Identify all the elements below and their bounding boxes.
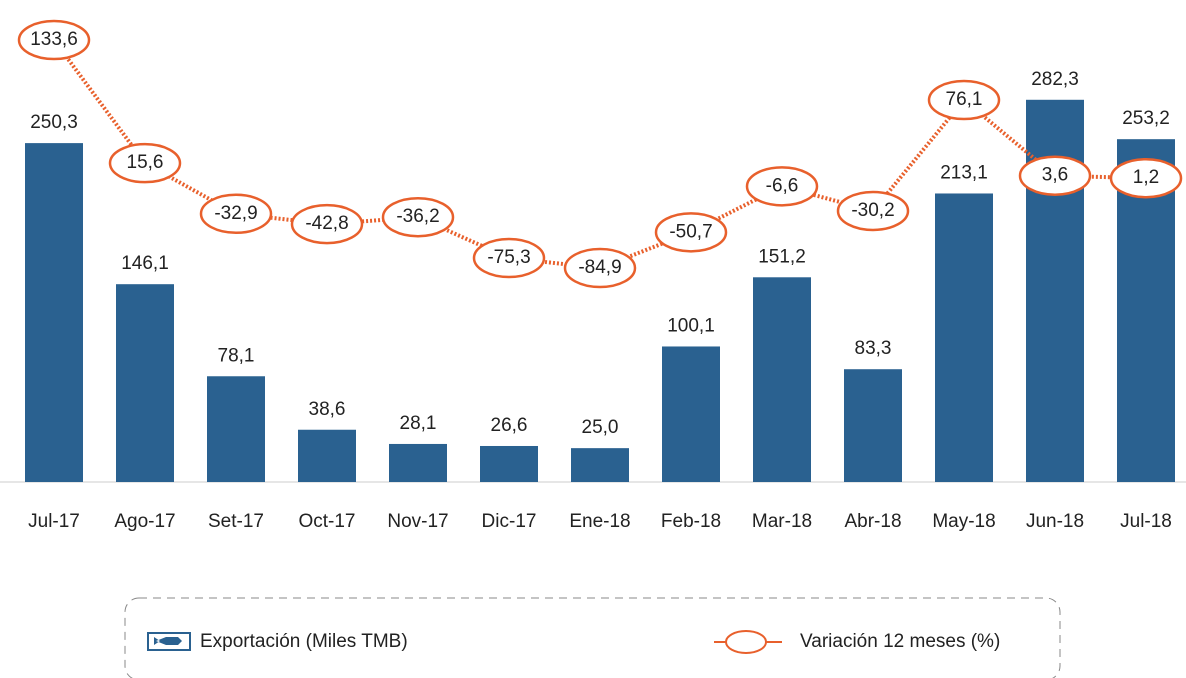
line-value-label: 3,6	[1042, 165, 1068, 186]
bar	[753, 277, 811, 482]
bar	[389, 443, 447, 482]
x-tick-label: May-18	[932, 511, 995, 532]
line-marker	[654, 212, 728, 253]
x-tick-label: Abr-18	[844, 511, 901, 532]
line-value-label: -30,2	[851, 200, 894, 221]
legend-marker-icon	[725, 630, 767, 654]
line-value-label: 76,1	[946, 89, 983, 110]
legend-label: Exportación (Miles TMB)	[200, 631, 408, 652]
line-marker	[836, 190, 910, 232]
x-tick-label: Oct-17	[298, 511, 355, 532]
line-marker	[108, 142, 182, 184]
line-value-label: -42,8	[305, 213, 348, 234]
bar	[480, 445, 538, 482]
line-value-label: -36,2	[396, 206, 439, 227]
bar-value-label: 25,0	[582, 417, 619, 438]
x-tick-label: Nov-17	[387, 511, 448, 532]
line-value-label: -84,9	[578, 257, 621, 278]
line-marker	[472, 237, 546, 279]
line-marker	[290, 203, 364, 245]
x-tick-label: Jul-18	[1120, 511, 1172, 532]
line-marker	[927, 79, 1001, 121]
line-marker	[1109, 157, 1183, 199]
legend-box	[124, 597, 1061, 678]
line-value-label: 1,2	[1133, 167, 1159, 188]
bar-value-label: 213,1	[940, 162, 988, 183]
line-marker	[199, 193, 273, 235]
legend-fish	[154, 637, 182, 645]
bar	[207, 376, 265, 482]
bar-value-label: 250,3	[30, 112, 78, 133]
x-tick-label: Jul-17	[28, 511, 80, 532]
bar	[116, 284, 174, 482]
bar-value-label: 38,6	[309, 399, 346, 420]
bar	[25, 143, 83, 483]
bar-value-label: 28,1	[400, 413, 437, 434]
bar	[571, 448, 629, 482]
bar-value-label: 100,1	[667, 315, 715, 336]
x-tick-label: Set-17	[208, 511, 264, 532]
bar-value-label: 151,2	[758, 246, 806, 267]
bar	[935, 193, 993, 482]
line-marker	[745, 166, 819, 207]
line-marker	[563, 247, 637, 289]
x-tick-label: Ene-18	[569, 511, 630, 532]
bar	[298, 429, 356, 482]
line-marker	[1018, 155, 1092, 196]
bar-value-label: 83,3	[855, 338, 892, 359]
x-tick-label: Dic-17	[482, 511, 537, 532]
bar-value-label: 253,2	[1122, 108, 1170, 129]
line-marker	[17, 19, 91, 61]
bar-value-label: 146,1	[121, 253, 169, 274]
x-tick-label: Ago-17	[114, 511, 175, 532]
legend-label: Variación 12 meses (%)	[800, 631, 1000, 652]
line-value-label: -32,9	[214, 203, 257, 224]
line-value-label: -75,3	[487, 247, 530, 268]
line-value-label: -50,7	[669, 221, 712, 242]
bar	[844, 369, 902, 482]
line-marker	[381, 196, 455, 238]
x-tick-label: Feb-18	[661, 511, 721, 532]
x-tick-label: Jun-18	[1026, 511, 1084, 532]
bar-value-label: 26,6	[491, 415, 528, 436]
bar-value-label: 282,3	[1031, 69, 1079, 90]
line-value-label: 133,6	[30, 29, 78, 50]
line-value-label: 15,6	[127, 152, 164, 173]
bar	[662, 346, 720, 482]
bar-value-label: 78,1	[218, 345, 255, 366]
line-value-label: -6,6	[766, 175, 799, 196]
x-tick-label: Mar-18	[752, 511, 812, 532]
